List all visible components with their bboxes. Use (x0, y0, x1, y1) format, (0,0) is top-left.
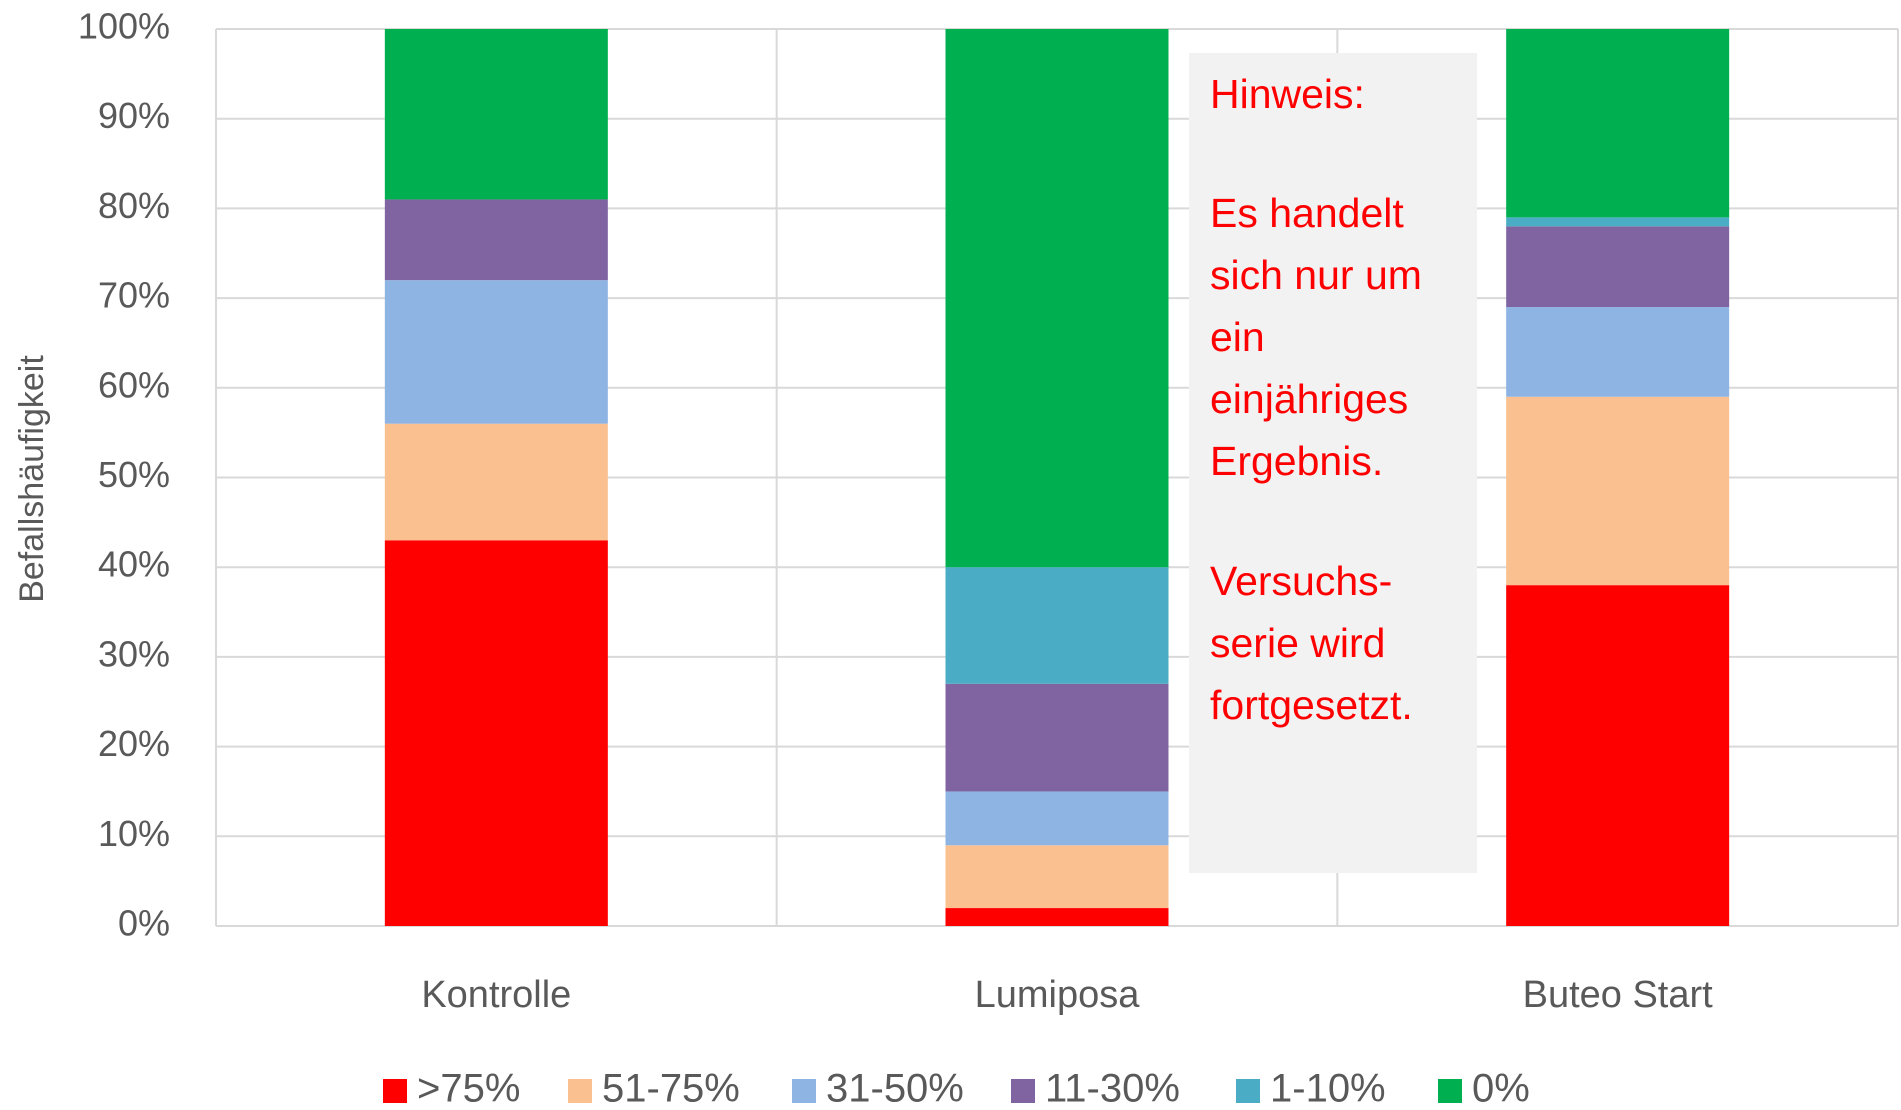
bar-segment (945, 845, 1169, 909)
y-tick-label: 10% (98, 813, 170, 854)
annotation-line: sich nur um (1210, 252, 1422, 298)
y-tick-label: 0% (118, 903, 170, 944)
legend-swatch (1011, 1079, 1035, 1103)
legend-label: 0% (1472, 1067, 1530, 1110)
bar-segment (384, 199, 608, 281)
y-tick-label: 80% (98, 185, 170, 226)
annotation-title: Hinweis: (1210, 71, 1365, 117)
y-tick-label: 90% (98, 95, 170, 136)
x-tick-label: Lumiposa (975, 974, 1141, 1016)
y-tick-label: 60% (98, 364, 170, 405)
bar-segment (945, 908, 1169, 926)
legend-label: 1-10% (1270, 1067, 1386, 1110)
legend-swatch (792, 1079, 816, 1103)
legend-label: 51-75% (602, 1067, 740, 1110)
legend-label: 11-30% (1045, 1067, 1180, 1110)
x-tick-label: Buteo Start (1523, 974, 1714, 1016)
legend-swatch (383, 1079, 407, 1103)
bar-segment (1506, 307, 1730, 397)
bar-segment (384, 280, 608, 424)
bar-segment (384, 423, 608, 541)
annotation-line: fortgesetzt. (1210, 682, 1413, 728)
y-tick-label: 20% (98, 723, 170, 764)
annotation-line: einjähriges (1210, 376, 1408, 422)
bar-segment (945, 567, 1169, 684)
y-axis-title: Befallshäufigkeit (13, 355, 51, 603)
legend-swatch (1236, 1079, 1260, 1103)
bar-segment (1506, 217, 1730, 227)
y-tick-label: 50% (98, 454, 170, 495)
bar-segment (945, 29, 1169, 568)
x-tick-label: Kontrolle (421, 974, 571, 1016)
legend-swatch (568, 1079, 592, 1103)
annotation-line: Versuchs- (1210, 558, 1392, 604)
bar-segment (1506, 585, 1730, 926)
legend-swatch (1438, 1079, 1462, 1103)
legend-label: >75% (417, 1067, 520, 1110)
annotation-line: Es handelt (1210, 190, 1404, 236)
y-tick-label: 100% (78, 6, 170, 47)
bar-segment (945, 683, 1169, 792)
bar-segment (1506, 396, 1730, 586)
annotation-line: Ergebnis. (1210, 438, 1383, 484)
y-tick-label: 30% (98, 633, 170, 674)
bar-segment (945, 791, 1169, 846)
legend-label: 31-50% (826, 1067, 964, 1110)
annotation-box (1189, 53, 1477, 873)
y-tick-label: 40% (98, 544, 170, 585)
annotation-line: serie wird (1210, 620, 1385, 666)
y-tick-label: 70% (98, 275, 170, 316)
bar-segment (1506, 226, 1730, 308)
bar-segment (384, 29, 608, 200)
bar-segment (384, 540, 608, 926)
bar-segment (1506, 29, 1730, 218)
annotation-line: ein (1210, 314, 1265, 360)
